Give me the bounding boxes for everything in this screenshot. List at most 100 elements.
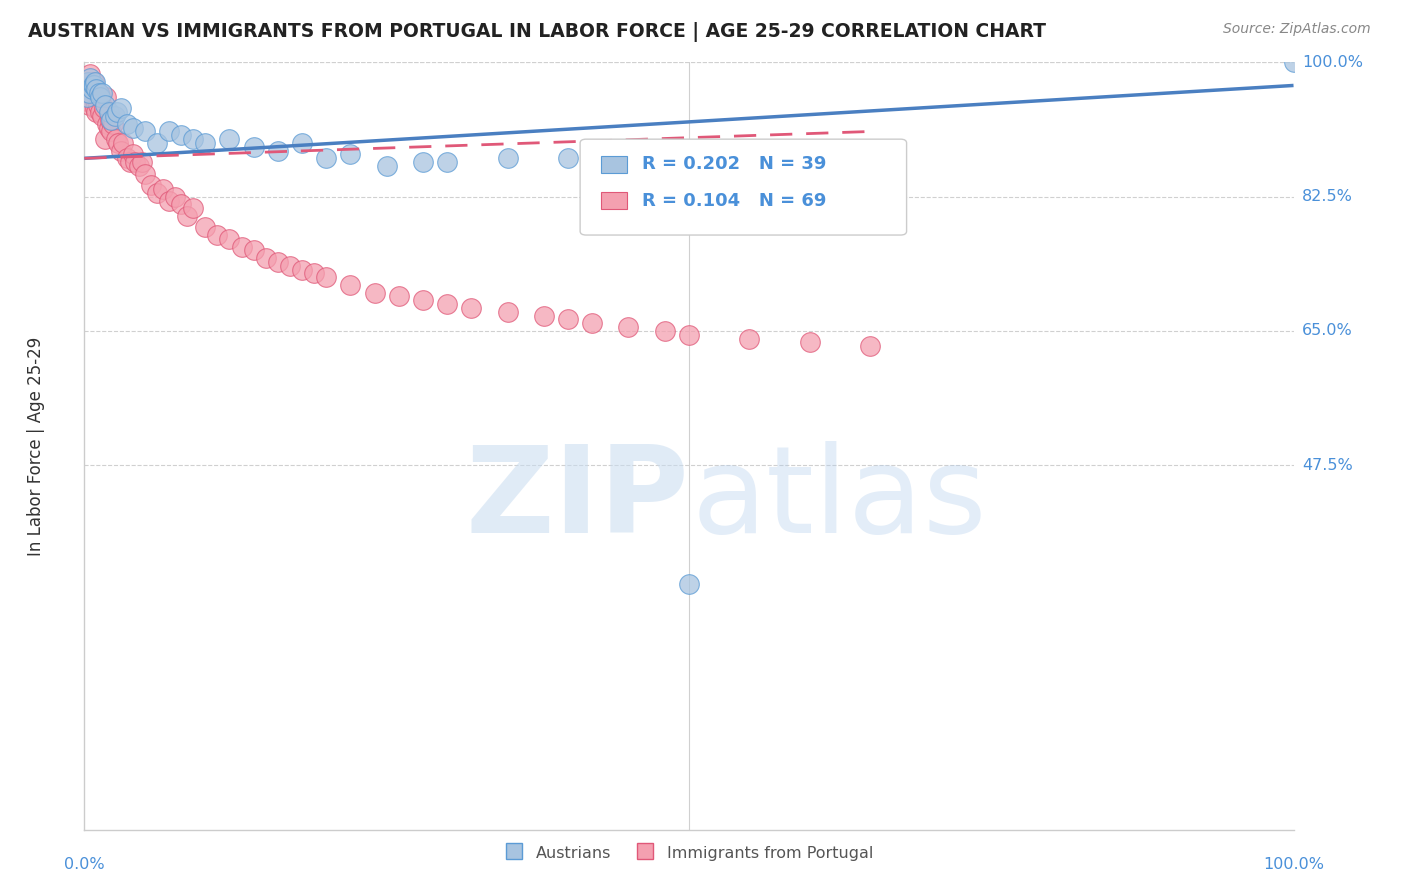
- Point: [1282, 55, 1305, 70]
- Point: [94, 90, 117, 104]
- Point: [242, 244, 264, 258]
- Text: AUSTRIAN VS IMMIGRANTS FROM PORTUGAL IN LABOR FORCE | AGE 25-29 CORRELATION CHAR: AUSTRIAN VS IMMIGRANTS FROM PORTUGAL IN …: [28, 22, 1046, 42]
- Point: [170, 128, 193, 143]
- Point: [194, 220, 217, 235]
- Point: [291, 262, 314, 277]
- Point: [77, 97, 100, 112]
- Text: ZIP: ZIP: [465, 442, 689, 558]
- Text: Source: ZipAtlas.com: Source: ZipAtlas.com: [1223, 22, 1371, 37]
- Text: R = 0.104   N = 69: R = 0.104 N = 69: [641, 192, 827, 210]
- Point: [460, 301, 482, 315]
- Legend: Austrians, Immigrants from Portugal: Austrians, Immigrants from Portugal: [498, 838, 880, 868]
- Point: [96, 117, 118, 131]
- Point: [146, 186, 169, 200]
- Point: [79, 70, 101, 85]
- Point: [678, 577, 700, 591]
- Point: [267, 255, 290, 269]
- Point: [94, 132, 117, 146]
- Point: [375, 159, 398, 173]
- Point: [128, 159, 150, 173]
- Point: [89, 105, 111, 120]
- Point: [86, 97, 108, 112]
- Point: [112, 136, 135, 150]
- FancyBboxPatch shape: [581, 139, 907, 235]
- Text: R = 0.202   N = 39: R = 0.202 N = 39: [641, 155, 827, 173]
- Point: [176, 209, 198, 223]
- Point: [82, 78, 104, 93]
- Point: [83, 78, 105, 93]
- Point: [103, 117, 125, 131]
- Point: [115, 117, 138, 131]
- Bar: [600, 156, 627, 173]
- Point: [107, 136, 129, 150]
- Point: [90, 90, 112, 104]
- Text: 65.0%: 65.0%: [1302, 324, 1353, 338]
- Point: [82, 90, 104, 104]
- Point: [194, 136, 217, 150]
- Point: [181, 201, 204, 215]
- Point: [218, 232, 240, 246]
- Point: [121, 147, 143, 161]
- Text: 0.0%: 0.0%: [65, 857, 104, 872]
- Point: [134, 167, 156, 181]
- Point: [738, 332, 761, 346]
- Point: [84, 102, 107, 116]
- Point: [157, 194, 180, 208]
- Point: [91, 86, 114, 100]
- Point: [131, 155, 153, 169]
- Point: [91, 109, 114, 123]
- Text: 100.0%: 100.0%: [1302, 55, 1362, 70]
- Point: [76, 90, 98, 104]
- Point: [496, 151, 519, 165]
- Point: [110, 144, 132, 158]
- Point: [100, 112, 122, 127]
- Point: [94, 97, 117, 112]
- Point: [363, 285, 385, 300]
- Point: [388, 289, 411, 303]
- Point: [436, 297, 458, 311]
- Point: [87, 86, 110, 100]
- Point: [412, 293, 434, 308]
- Point: [83, 74, 105, 88]
- Point: [97, 105, 120, 120]
- Point: [181, 132, 204, 146]
- Point: [678, 327, 700, 342]
- Point: [77, 86, 100, 100]
- Point: [254, 251, 277, 265]
- Point: [86, 82, 108, 96]
- Bar: [600, 192, 627, 209]
- Point: [533, 309, 555, 323]
- Point: [799, 335, 821, 350]
- Point: [315, 151, 337, 165]
- Point: [557, 151, 579, 165]
- Text: 100.0%: 100.0%: [1263, 857, 1324, 872]
- Point: [77, 74, 100, 88]
- Point: [100, 124, 122, 138]
- Point: [105, 105, 128, 120]
- Text: atlas: atlas: [692, 442, 987, 558]
- Point: [207, 227, 229, 242]
- Point: [84, 74, 107, 88]
- Point: [79, 67, 101, 81]
- Point: [87, 86, 110, 100]
- Point: [124, 155, 146, 169]
- Point: [110, 102, 132, 116]
- Point: [152, 182, 174, 196]
- Point: [278, 259, 301, 273]
- Point: [617, 320, 640, 334]
- Point: [115, 151, 138, 165]
- Point: [146, 136, 169, 150]
- Point: [581, 316, 603, 330]
- Point: [291, 136, 314, 150]
- Point: [557, 312, 579, 326]
- Point: [104, 132, 127, 146]
- Point: [139, 178, 162, 193]
- Point: [120, 155, 142, 169]
- Point: [80, 82, 103, 96]
- Point: [98, 112, 121, 127]
- Point: [436, 155, 458, 169]
- Point: [97, 120, 120, 135]
- Point: [89, 90, 111, 104]
- Point: [315, 270, 337, 285]
- Point: [242, 140, 264, 154]
